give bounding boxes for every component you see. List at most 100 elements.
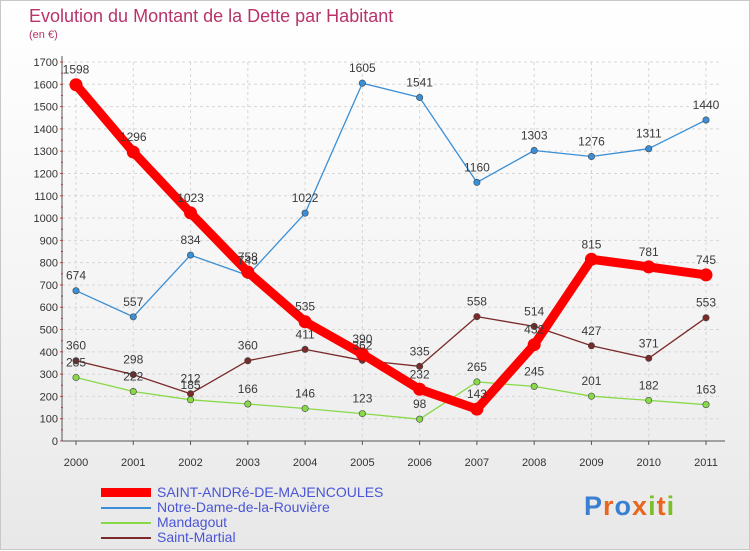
x-tick-label: 2010 bbox=[636, 457, 660, 469]
x-tick-label: 2007 bbox=[465, 457, 489, 469]
legend-swatch bbox=[101, 506, 151, 509]
data-point bbox=[587, 342, 595, 350]
y-tick-label: 0 bbox=[52, 436, 58, 448]
data-label: 553 bbox=[696, 296, 716, 310]
data-point bbox=[72, 373, 80, 381]
data-point bbox=[244, 400, 252, 408]
data-label: 1160 bbox=[464, 160, 490, 174]
data-label: 222 bbox=[123, 370, 143, 384]
y-tick-label: 500 bbox=[40, 325, 58, 337]
data-label: 232 bbox=[410, 367, 430, 381]
data-label: 743 bbox=[238, 253, 258, 267]
data-labels: 1598 1296 1023 758 535 390 232 143 432 815 781 745 6… bbox=[63, 61, 720, 411]
data-label: 1022 bbox=[292, 191, 319, 205]
data-point bbox=[587, 153, 595, 161]
series-lines bbox=[69, 78, 713, 423]
data-label: 390 bbox=[352, 332, 372, 346]
y-tick-label: 1500 bbox=[34, 102, 58, 114]
data-label: 781 bbox=[639, 245, 659, 259]
data-point bbox=[527, 338, 541, 352]
y-tick-label: 700 bbox=[40, 280, 58, 292]
legend-item: Saint-Martial bbox=[101, 530, 383, 545]
data-point bbox=[645, 354, 653, 362]
series-line bbox=[75, 82, 707, 318]
data-label: 1303 bbox=[521, 129, 548, 143]
data-point bbox=[69, 78, 83, 92]
y-tick-label: 900 bbox=[40, 235, 58, 247]
data-label: 98 bbox=[413, 397, 427, 411]
data-point bbox=[129, 371, 137, 379]
data-label: 298 bbox=[123, 353, 143, 367]
x-tick-label: 2002 bbox=[178, 457, 202, 469]
data-point bbox=[126, 145, 140, 159]
y-tick-label: 1400 bbox=[34, 124, 58, 136]
data-point bbox=[416, 93, 424, 101]
data-point bbox=[584, 252, 598, 266]
logo-letter: x bbox=[632, 491, 649, 521]
data-point bbox=[699, 268, 713, 282]
data-point bbox=[129, 313, 137, 321]
data-label: 212 bbox=[181, 372, 201, 386]
x-tick-label: 2008 bbox=[522, 457, 546, 469]
data-point bbox=[244, 357, 252, 365]
logo-letter: i bbox=[666, 491, 676, 521]
x-tick-label: 2003 bbox=[236, 457, 260, 469]
data-label: 360 bbox=[66, 339, 86, 353]
legend-label: Notre-Dame-de-la-Rouvière bbox=[157, 499, 330, 515]
legend-item: Mandagout bbox=[101, 515, 383, 530]
y-tick-label: 1600 bbox=[34, 79, 58, 91]
logo-letter: P bbox=[584, 491, 604, 521]
data-point bbox=[702, 401, 710, 409]
axes: 0 100 200 300 400 500 600 700 800 900 1000 1100 1200… bbox=[34, 56, 725, 469]
series-3 bbox=[72, 313, 710, 398]
data-point bbox=[358, 79, 366, 87]
data-point bbox=[587, 392, 595, 400]
data-label: 123 bbox=[352, 392, 372, 406]
y-tick-label: 600 bbox=[40, 302, 58, 314]
data-point bbox=[470, 402, 484, 416]
data-point bbox=[358, 410, 366, 418]
logo-letter: t bbox=[656, 491, 667, 521]
data-point bbox=[416, 362, 424, 370]
series-0 bbox=[69, 78, 713, 416]
legend-swatch bbox=[101, 488, 151, 497]
data-label: 285 bbox=[66, 355, 86, 369]
data-label: 166 bbox=[238, 382, 258, 396]
data-point bbox=[187, 251, 195, 259]
data-label: 360 bbox=[238, 339, 258, 353]
series-line bbox=[75, 315, 707, 395]
data-point bbox=[184, 206, 198, 220]
series-2 bbox=[72, 373, 710, 423]
series-line bbox=[75, 376, 707, 420]
data-label: 1598 bbox=[63, 63, 90, 77]
legend-item: SAINT-ANDRé-DE-MAJENCOULES bbox=[101, 485, 383, 500]
data-label: 834 bbox=[181, 233, 201, 247]
data-label: 371 bbox=[639, 336, 659, 350]
data-label: 745 bbox=[696, 253, 716, 267]
data-point bbox=[301, 209, 309, 217]
data-point bbox=[645, 396, 653, 404]
x-tick-label: 2004 bbox=[293, 457, 317, 469]
data-label: 245 bbox=[524, 364, 544, 378]
data-label: 1311 bbox=[636, 127, 662, 141]
y-tick-label: 1200 bbox=[34, 168, 58, 180]
x-tick-label: 2000 bbox=[64, 457, 88, 469]
data-point bbox=[129, 388, 137, 396]
logo-letter: i bbox=[648, 491, 657, 521]
legend-label: Saint-Martial bbox=[157, 529, 236, 545]
legend-swatch bbox=[101, 521, 151, 524]
data-label: 558 bbox=[467, 295, 487, 309]
y-tick-label: 300 bbox=[40, 369, 58, 381]
data-label: 146 bbox=[295, 386, 315, 400]
data-point bbox=[241, 265, 255, 279]
data-point bbox=[301, 404, 309, 412]
data-point bbox=[72, 287, 80, 295]
data-label: 432 bbox=[524, 323, 544, 337]
x-tick-label: 2006 bbox=[407, 457, 431, 469]
x-tick-label: 2009 bbox=[579, 457, 603, 469]
data-label: 674 bbox=[66, 269, 86, 283]
grid bbox=[62, 61, 719, 442]
data-label: 557 bbox=[123, 295, 143, 309]
